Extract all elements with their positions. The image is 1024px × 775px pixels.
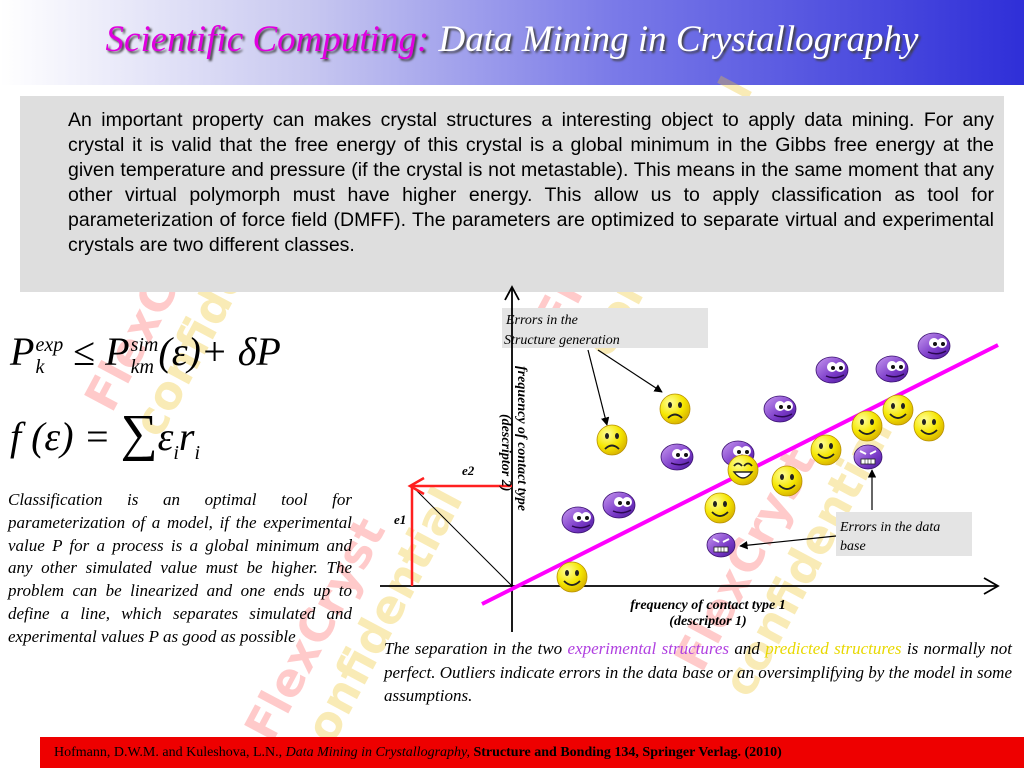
- formula-lhs: f (ε) =: [10, 414, 111, 459]
- y-axis-arrowhead: [504, 285, 520, 301]
- simulated-structure-face: [660, 443, 694, 471]
- e1-label: e1: [394, 512, 406, 527]
- pointer-arrow: [587, 349, 610, 426]
- formula-sup-sim: sim: [130, 333, 159, 356]
- classification-text: Classification is an optimal tool for pa…: [8, 490, 352, 646]
- citation-book: Data Mining in Crystallography,: [285, 745, 470, 760]
- experimental-structures-term: experimental structures: [567, 639, 729, 658]
- intro-panel: [20, 96, 1004, 292]
- simulated-structure-face: [763, 395, 797, 423]
- x-axis-label-2: (descriptor 1): [669, 614, 746, 629]
- title-part1: Scientific Computing:: [105, 19, 430, 60]
- experimental-structure-face: [771, 465, 803, 497]
- simulated-structure-face: [815, 356, 849, 384]
- separation-text-1: The separation in the two: [384, 639, 568, 658]
- x-axis-arrowhead: [983, 577, 1000, 595]
- experimental-structure-face: [882, 394, 914, 426]
- pointer-arrow: [597, 349, 663, 393]
- formula-sub-k: k: [35, 355, 45, 378]
- e1-vector: [411, 485, 513, 587]
- formula-sum: f (ε) = ∑εiri: [10, 404, 200, 465]
- title-bar: [0, 0, 1024, 85]
- formula-sub-km: km: [130, 355, 154, 378]
- simulated-structure-face: [561, 506, 595, 534]
- experimental-structure-face: [727, 454, 759, 486]
- pointer-arrow: [739, 535, 837, 550]
- simulated-structure-face: [602, 491, 636, 519]
- citation-authors: Hofmann, D.W.M. and Kuleshova, L.N.,: [54, 745, 286, 760]
- formula-eps: ε: [157, 414, 174, 459]
- simulated-structure-face: [875, 355, 909, 383]
- formula-r: r: [178, 414, 195, 459]
- errors-database-label-1: Errors in the data: [839, 520, 940, 535]
- experimental-structure-face: [810, 434, 842, 466]
- y-axis-label-2: (descriptor 2): [498, 414, 513, 491]
- label-box-generation: [502, 308, 708, 348]
- experimental-structure-face: [913, 410, 945, 442]
- page-title: Scientific Computing: Data Mining in Cry…: [0, 18, 1024, 61]
- separation-text-2: and: [729, 639, 766, 658]
- x-axis-label-1: frequency of contact type 1: [630, 598, 786, 613]
- simulated-structure-face: [917, 332, 951, 360]
- errors-generation-label-2: Structure generation: [504, 333, 620, 348]
- y-axis-label-1: frequency of contact type: [514, 366, 529, 511]
- separation-diagram: e1 e2 Errors in the Structure generation…: [380, 285, 1000, 632]
- separation-text: The separation in the two experimental s…: [384, 637, 1012, 708]
- formula-sup-exp: exp: [35, 333, 64, 356]
- predicted-structures-term: predicted structures: [765, 639, 902, 658]
- e2-label: e2: [462, 463, 475, 478]
- generation-error-face: [596, 424, 628, 456]
- formula-arg: (ε): [158, 329, 201, 374]
- errors-database-label-2: base: [840, 539, 866, 554]
- citation-series: Structure and Bonding 134, Springer Verl…: [469, 745, 782, 760]
- intro-text: An important property can makes crystal …: [68, 109, 994, 256]
- formula-leq: ≤: [73, 329, 96, 374]
- formula-plus: + δP: [200, 329, 281, 374]
- database-error-face: [706, 532, 736, 558]
- formula-inequality: Pexp k ≤ Psim km (ε)+ δP: [10, 328, 281, 378]
- separation-text-3: is normally not perfect. Outliers indica…: [384, 639, 1012, 705]
- citation-footer: Hofmann, D.W.M. and Kuleshova, L.N., Dat…: [40, 737, 1024, 768]
- experimental-structure-face: [851, 410, 883, 442]
- formula-p: P: [10, 329, 35, 374]
- experimental-structure-face: [556, 561, 588, 593]
- title-part2: Data Mining in Crystallography: [438, 19, 919, 60]
- formula-sub-i: i: [173, 442, 179, 464]
- label-box-database: [836, 512, 972, 556]
- generation-error-face: [659, 393, 691, 425]
- formula-sub-i2: i: [194, 442, 201, 464]
- e-arrowhead: [407, 476, 425, 496]
- errors-generation-label-1: Errors in the: [505, 313, 578, 328]
- formula-sum-symbol: ∑: [120, 405, 158, 462]
- database-error-face: [853, 444, 883, 470]
- formula-p2: P: [105, 329, 130, 374]
- experimental-structure-face: [704, 492, 736, 524]
